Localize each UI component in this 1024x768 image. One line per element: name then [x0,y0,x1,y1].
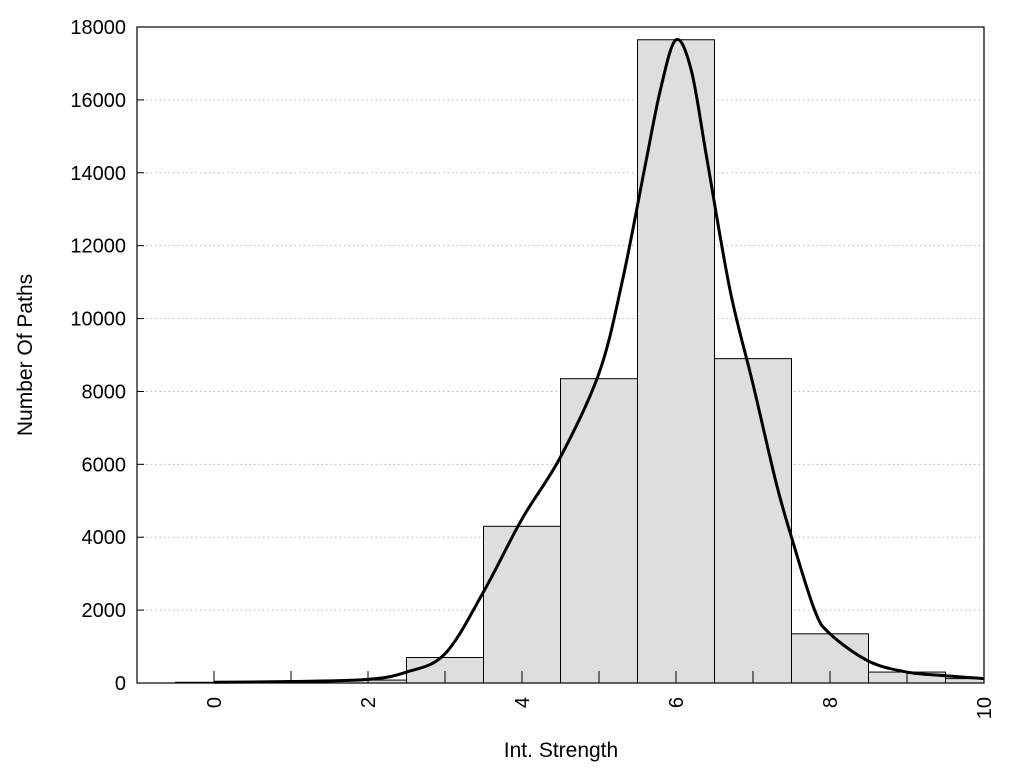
y-tick-label: 16000 [70,90,126,112]
histogram-bar [714,358,792,683]
y-tick-label: 12000 [70,236,126,258]
histogram-bars [175,39,984,683]
density-curve [213,37,985,684]
y-tick-label: 0 [115,673,126,695]
x-tick-label: 4 [512,697,534,708]
x-tick-label: 10 [974,697,996,719]
y-axis-ticks: 0 2000 4000 6000 8000 10000 12000 14000 16000 180… [70,17,144,695]
density-curve-line [213,37,985,684]
y-tick-label: 8000 [82,381,127,403]
x-axis-ticks: 0 2 4 6 8 10 [204,671,996,719]
y-tick-label: 4000 [82,527,127,549]
y-tick-label: 18000 [70,17,126,39]
x-tick-label: 2 [358,697,380,708]
histogram-bar [945,678,984,683]
y-tick-label: 6000 [82,454,127,476]
plot-area-frame [136,26,985,684]
histogram-bar [560,378,638,683]
histogram-bar [483,525,561,683]
x-tick-label: 6 [666,697,688,708]
histogram-bar [637,39,715,683]
y-tick-label: 14000 [70,163,126,185]
y-tick-label: 2000 [82,600,127,622]
x-axis-label: Int. Strength [504,739,618,762]
y-axis-label: Number Of Paths [14,274,37,436]
x-tick-label: 8 [820,697,842,708]
x-tick-label: 0 [204,697,226,708]
y-tick-label: 10000 [70,309,126,331]
